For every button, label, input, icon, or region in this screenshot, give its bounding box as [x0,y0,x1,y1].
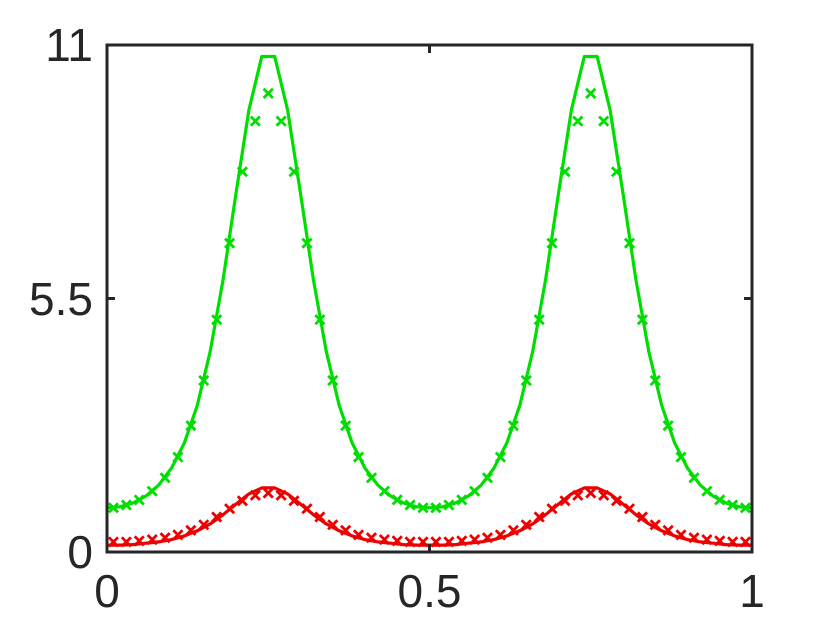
xtick-label-0: 0 [94,565,120,617]
red-data-markers-path [107,487,752,548]
green-curve-line-path [106,54,753,510]
green-data-markers-path [107,87,752,514]
ytick-label-11: 11 [45,19,93,71]
xtick-label-1: 1 [739,565,765,617]
ytick-label-5-5: 5.5 [29,272,93,325]
ytick-label-0: 0 [67,526,93,578]
xtick-label-0-5: 0.5 [397,565,462,617]
red-curve-line-path [107,486,752,547]
axes-box [105,43,754,554]
